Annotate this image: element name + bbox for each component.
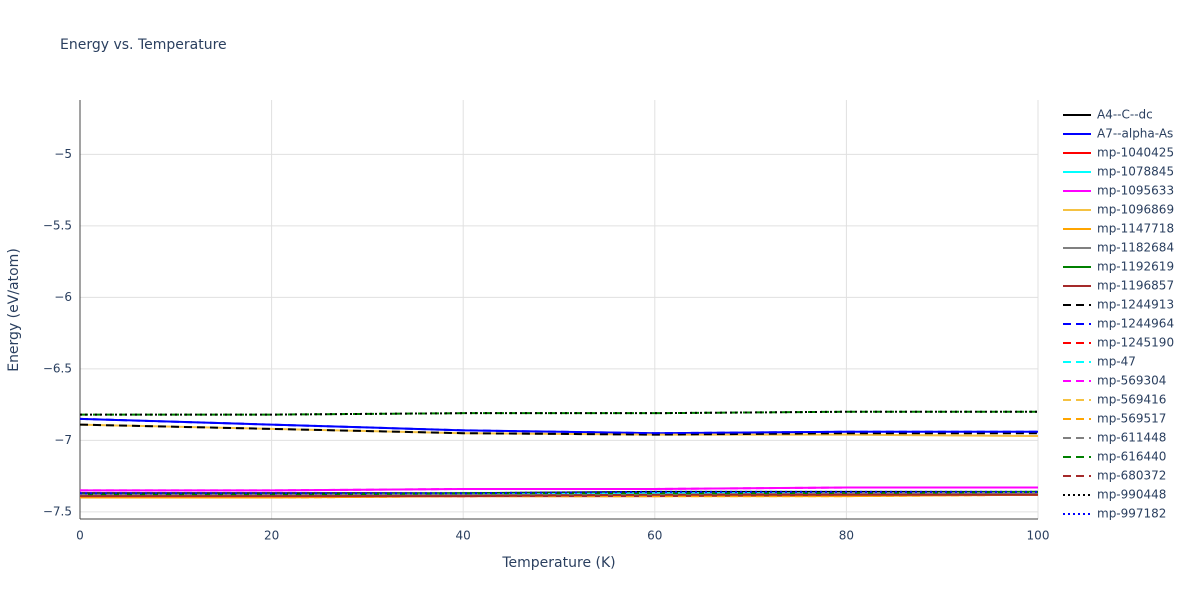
- legend-label: mp-47: [1097, 355, 1136, 369]
- data-line: [79, 417, 1038, 435]
- legend-label: mp-1245190: [1097, 336, 1174, 350]
- y-tick-label: −5.5: [43, 218, 72, 232]
- legend-label: mp-569517: [1097, 412, 1166, 426]
- legend-label: mp-1096869: [1097, 203, 1174, 217]
- y-tick-label: −7: [54, 433, 72, 447]
- x-tick-label: 0: [76, 529, 84, 543]
- data-line: [79, 423, 1039, 438]
- data-line: [80, 493, 1039, 499]
- data-line: [80, 493, 1038, 498]
- legend-label: mp-1182684: [1097, 241, 1174, 255]
- legend-label: mp-990448: [1097, 488, 1166, 502]
- x-tick-label: 60: [647, 529, 662, 543]
- x-tick-label: 40: [456, 529, 471, 543]
- x-tick-label: 20: [264, 529, 279, 543]
- legend-label: mp-569416: [1097, 393, 1166, 407]
- data-line: [80, 492, 1038, 496]
- data-line: [79, 417, 1038, 435]
- y-tick-label: −6: [54, 290, 72, 304]
- legend-label: mp-1244913: [1097, 298, 1174, 312]
- y-tick-label: −5: [54, 147, 72, 161]
- data-line: [79, 423, 1038, 436]
- legend-label: A7--alpha-As: [1097, 127, 1173, 141]
- legend-label: mp-1078845: [1097, 165, 1174, 179]
- legend-label: mp-616440: [1097, 450, 1166, 464]
- x-tick-label: 100: [1027, 529, 1050, 543]
- data-line: [80, 486, 1038, 492]
- legend-label: mp-1095633: [1097, 184, 1174, 198]
- legend-label: mp-1192619: [1097, 260, 1174, 274]
- legend-label: mp-1196857: [1097, 279, 1174, 293]
- y-axis-title: Energy (eV/atom): [6, 248, 22, 372]
- chart-title: Energy vs. Temperature: [60, 37, 227, 53]
- legend-label: mp-611448: [1097, 431, 1166, 445]
- y-tick-label: −6.5: [43, 361, 72, 375]
- legend-label: mp-1147718: [1097, 222, 1174, 236]
- data-line: [80, 410, 1038, 416]
- legend-label: A4--C--dc: [1097, 108, 1153, 122]
- y-tick-label: −7.5: [43, 504, 72, 518]
- x-axis-title: Temperature (K): [501, 555, 615, 571]
- legend-label: mp-569304: [1097, 374, 1166, 388]
- legend-label: mp-997182: [1097, 507, 1166, 521]
- legend-label: mp-680372: [1097, 469, 1166, 483]
- legend-label: mp-1244964: [1097, 317, 1174, 331]
- x-tick-label: 80: [839, 529, 854, 543]
- legend-label: mp-1040425: [1097, 146, 1174, 160]
